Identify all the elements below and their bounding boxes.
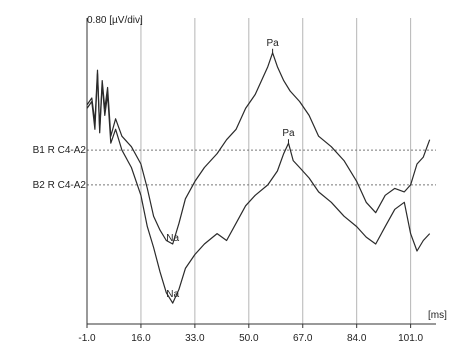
series-baselines [87,149,436,186]
series-label: B2 R C4-A2 [33,180,87,191]
series-line [86,52,431,245]
x-tick-label: 33.0 [185,333,205,344]
peak-label: Pa [282,128,295,139]
x-tick-label: 101.0 [398,333,423,344]
y-axis-label: 0.80 [µV/div] [87,15,143,26]
series-line [86,73,431,304]
x-axis-label: [ms] [428,310,447,321]
x-tick-labels: -1.0 16.0 33.0 50.0 67.0 84.0 101.0 [78,324,424,344]
x-tick-label: 84.0 [347,333,367,344]
x-tick-label: -1.0 [78,333,96,344]
peak-annotations: Pa Pa Na Na [166,38,295,304]
series-lines [86,52,431,304]
x-tick-label: 50.0 [239,333,259,344]
peak-label: Pa [266,38,279,49]
peak-label: Na [166,289,179,300]
series-labels: B1 R C4-A2 B2 R C4-A2 [33,145,87,191]
x-tick-label: 67.0 [293,333,313,344]
series-label: B1 R C4-A2 [33,145,87,156]
vertical-gridlines [140,18,412,324]
x-tick-label: 16.0 [131,333,151,344]
peak-label: Na [166,233,179,244]
